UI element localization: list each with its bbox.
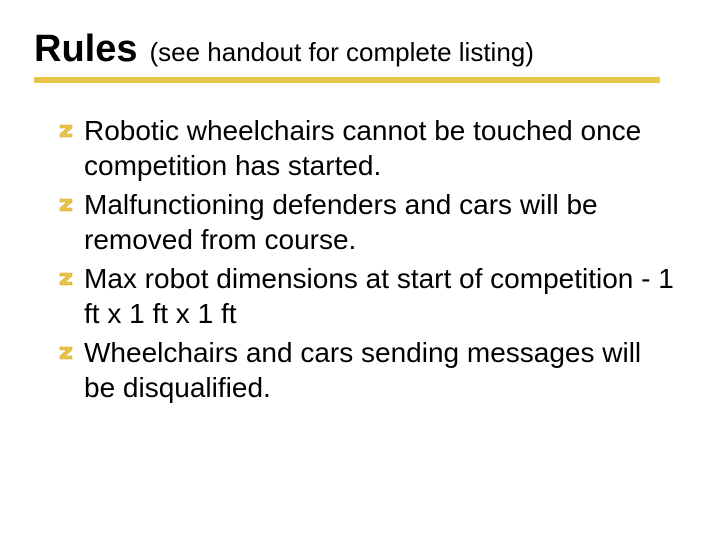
list-item-text: Max robot dimensions at start of competi… <box>84 263 674 329</box>
title-sub: (see handout for complete listing) <box>149 37 533 68</box>
list-item: Wheelchairs and cars sending messages wi… <box>58 335 680 405</box>
list-item: Malfunctioning defenders and cars will b… <box>58 187 680 257</box>
z-bullet-icon <box>58 271 74 287</box>
title-row: Rules (see handout for complete listing) <box>34 28 680 71</box>
z-bullet-icon <box>58 197 74 213</box>
title-underline <box>34 77 660 83</box>
slide: Rules (see handout for complete listing)… <box>0 0 720 540</box>
z-bullet-icon <box>58 123 74 139</box>
list-item-text: Robotic wheelchairs cannot be touched on… <box>84 115 641 181</box>
list-item-text: Wheelchairs and cars sending messages wi… <box>84 337 641 403</box>
list-item: Robotic wheelchairs cannot be touched on… <box>58 113 680 183</box>
title-main: Rules <box>34 28 137 71</box>
bullet-list: Robotic wheelchairs cannot be touched on… <box>40 113 680 405</box>
list-item: Max robot dimensions at start of competi… <box>58 261 680 331</box>
list-item-text: Malfunctioning defenders and cars will b… <box>84 189 598 255</box>
z-bullet-icon <box>58 345 74 361</box>
